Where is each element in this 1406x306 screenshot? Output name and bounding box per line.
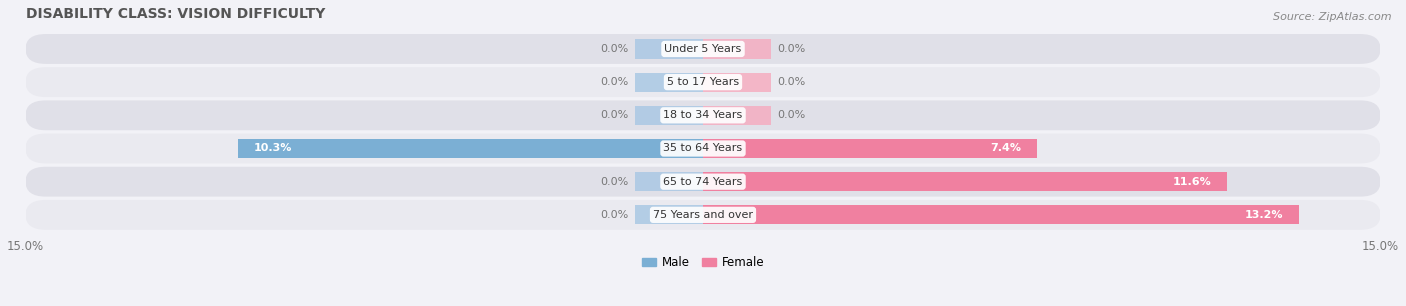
Bar bbox=[703, 172, 1227, 191]
Text: 13.2%: 13.2% bbox=[1244, 210, 1284, 220]
Text: 0.0%: 0.0% bbox=[600, 77, 628, 87]
Legend: Male, Female: Male, Female bbox=[637, 252, 769, 274]
Text: 35 to 64 Years: 35 to 64 Years bbox=[664, 144, 742, 154]
Text: 0.0%: 0.0% bbox=[600, 210, 628, 220]
FancyBboxPatch shape bbox=[25, 133, 1381, 163]
Text: 0.0%: 0.0% bbox=[778, 77, 806, 87]
Bar bbox=[703, 39, 770, 58]
FancyBboxPatch shape bbox=[25, 100, 1381, 130]
Bar bbox=[703, 106, 770, 125]
Text: 18 to 34 Years: 18 to 34 Years bbox=[664, 110, 742, 120]
Text: Under 5 Years: Under 5 Years bbox=[665, 44, 741, 54]
Bar bbox=[703, 139, 1038, 158]
Bar bbox=[636, 172, 703, 191]
Bar bbox=[636, 39, 703, 58]
FancyBboxPatch shape bbox=[25, 67, 1381, 97]
Text: 75 Years and over: 75 Years and over bbox=[652, 210, 754, 220]
Text: 10.3%: 10.3% bbox=[253, 144, 292, 154]
Text: 0.0%: 0.0% bbox=[600, 177, 628, 187]
Bar bbox=[703, 73, 770, 92]
Bar bbox=[238, 139, 703, 158]
FancyBboxPatch shape bbox=[25, 167, 1381, 197]
Text: DISABILITY CLASS: VISION DIFFICULTY: DISABILITY CLASS: VISION DIFFICULTY bbox=[25, 7, 325, 21]
Bar bbox=[636, 106, 703, 125]
Text: 0.0%: 0.0% bbox=[778, 44, 806, 54]
Bar bbox=[703, 205, 1299, 225]
Text: 0.0%: 0.0% bbox=[778, 110, 806, 120]
FancyBboxPatch shape bbox=[25, 34, 1381, 64]
Text: 0.0%: 0.0% bbox=[600, 110, 628, 120]
Text: 7.4%: 7.4% bbox=[990, 144, 1021, 154]
Text: 0.0%: 0.0% bbox=[600, 44, 628, 54]
Text: Source: ZipAtlas.com: Source: ZipAtlas.com bbox=[1274, 12, 1392, 22]
Bar bbox=[636, 205, 703, 225]
Text: 65 to 74 Years: 65 to 74 Years bbox=[664, 177, 742, 187]
FancyBboxPatch shape bbox=[25, 200, 1381, 230]
Bar bbox=[636, 73, 703, 92]
Text: 5 to 17 Years: 5 to 17 Years bbox=[666, 77, 740, 87]
Text: 11.6%: 11.6% bbox=[1173, 177, 1211, 187]
